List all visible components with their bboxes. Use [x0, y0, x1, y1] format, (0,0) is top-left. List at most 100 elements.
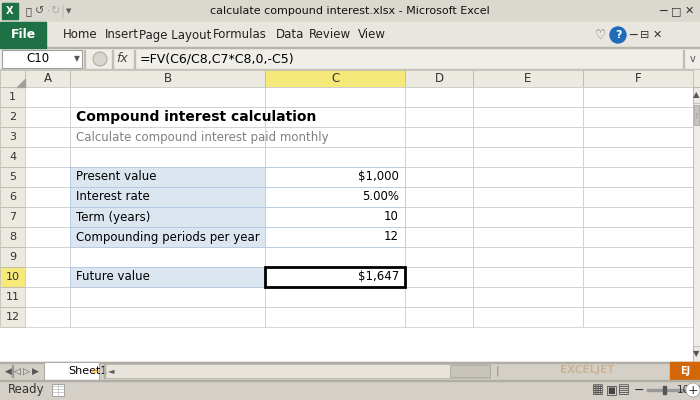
- Bar: [473, 287, 583, 307]
- Text: Home: Home: [63, 28, 97, 42]
- Text: E: E: [524, 72, 532, 85]
- Bar: [405, 187, 473, 207]
- Text: −: −: [634, 384, 644, 396]
- Bar: [0, 107, 25, 127]
- Text: Calculate compound interest paid monthly: Calculate compound interest paid monthly: [76, 130, 328, 144]
- Bar: [405, 70, 473, 87]
- Bar: [70, 267, 265, 287]
- Bar: [70, 267, 265, 287]
- Bar: [112, 50, 113, 68]
- Bar: [405, 107, 473, 127]
- Text: ▦: ▦: [592, 384, 604, 396]
- Text: Ready: Ready: [8, 384, 45, 396]
- Bar: [0, 267, 25, 287]
- Text: B: B: [163, 72, 172, 85]
- Text: 10: 10: [384, 210, 399, 224]
- Bar: [583, 87, 693, 107]
- Bar: [473, 107, 583, 127]
- Text: 9: 9: [9, 252, 16, 262]
- Bar: [0, 48, 700, 70]
- Bar: [0, 307, 25, 327]
- Text: ✕: ✕: [685, 6, 694, 16]
- Text: Compound interest calculation: Compound interest calculation: [76, 110, 316, 124]
- Text: fx: fx: [116, 52, 128, 66]
- Bar: [683, 50, 684, 68]
- Bar: [265, 267, 405, 287]
- Text: ⊟: ⊟: [640, 30, 650, 40]
- Bar: [70, 107, 265, 127]
- Text: ?: ?: [615, 30, 622, 40]
- Text: □: □: [671, 6, 681, 16]
- Bar: [694, 105, 699, 125]
- Bar: [0, 287, 25, 307]
- Bar: [0, 69, 700, 70]
- Text: 5.00%: 5.00%: [362, 190, 399, 204]
- Text: C: C: [331, 72, 339, 85]
- Text: D: D: [435, 72, 444, 85]
- Bar: [104, 364, 105, 378]
- Bar: [134, 50, 135, 68]
- Bar: [70, 207, 265, 227]
- Bar: [70, 127, 265, 147]
- Bar: [25, 87, 70, 107]
- Bar: [0, 380, 700, 381]
- Bar: [473, 247, 583, 267]
- Text: ▣: ▣: [606, 384, 618, 396]
- Bar: [473, 267, 583, 287]
- Bar: [25, 167, 70, 187]
- Bar: [265, 207, 405, 227]
- Bar: [265, 307, 405, 327]
- Text: ▼: ▼: [74, 54, 80, 64]
- Bar: [70, 307, 265, 327]
- Bar: [405, 147, 473, 167]
- Text: A: A: [43, 72, 52, 85]
- Bar: [25, 70, 70, 87]
- Text: 8: 8: [9, 232, 16, 242]
- Text: ▶: ▶: [32, 366, 38, 376]
- Text: |: |: [495, 366, 499, 376]
- Text: Data: Data: [276, 28, 304, 42]
- Text: 11: 11: [6, 292, 20, 302]
- Bar: [70, 167, 265, 187]
- Bar: [405, 167, 473, 187]
- Bar: [52, 384, 64, 396]
- Bar: [0, 187, 25, 207]
- Text: calculate compound interest.xlsx - Microsoft Excel: calculate compound interest.xlsx - Micro…: [210, 6, 490, 16]
- Bar: [0, 22, 46, 48]
- Text: ◄: ◄: [108, 366, 114, 376]
- Text: 2: 2: [9, 112, 16, 122]
- Bar: [0, 362, 700, 380]
- Text: ↻: ↻: [50, 6, 60, 16]
- Text: C10: C10: [27, 52, 50, 66]
- Bar: [0, 47, 700, 48]
- Bar: [265, 127, 405, 147]
- Bar: [25, 247, 70, 267]
- Bar: [0, 167, 25, 187]
- Text: F: F: [635, 72, 641, 85]
- Bar: [405, 267, 473, 287]
- Bar: [70, 147, 265, 167]
- Text: $1,647: $1,647: [358, 270, 399, 284]
- Bar: [450, 365, 490, 377]
- Bar: [583, 147, 693, 167]
- Bar: [25, 307, 70, 327]
- Bar: [0, 22, 700, 48]
- Text: ▷: ▷: [22, 366, 29, 376]
- Bar: [583, 247, 693, 267]
- Bar: [25, 147, 70, 167]
- Bar: [265, 187, 405, 207]
- Text: =FV(C6/C8,C7*C8,0,-C5): =FV(C6/C8,C7*C8,0,-C5): [140, 52, 295, 66]
- Text: ─: ─: [659, 4, 666, 18]
- Bar: [104, 364, 490, 378]
- Bar: [25, 127, 70, 147]
- Text: Insert: Insert: [105, 28, 139, 42]
- Bar: [265, 247, 405, 267]
- Bar: [0, 147, 25, 167]
- Bar: [405, 127, 473, 147]
- Bar: [583, 307, 693, 327]
- Bar: [405, 247, 473, 267]
- Bar: [70, 207, 265, 227]
- Text: ▼: ▼: [66, 8, 71, 14]
- Bar: [0, 70, 700, 362]
- Bar: [0, 207, 25, 227]
